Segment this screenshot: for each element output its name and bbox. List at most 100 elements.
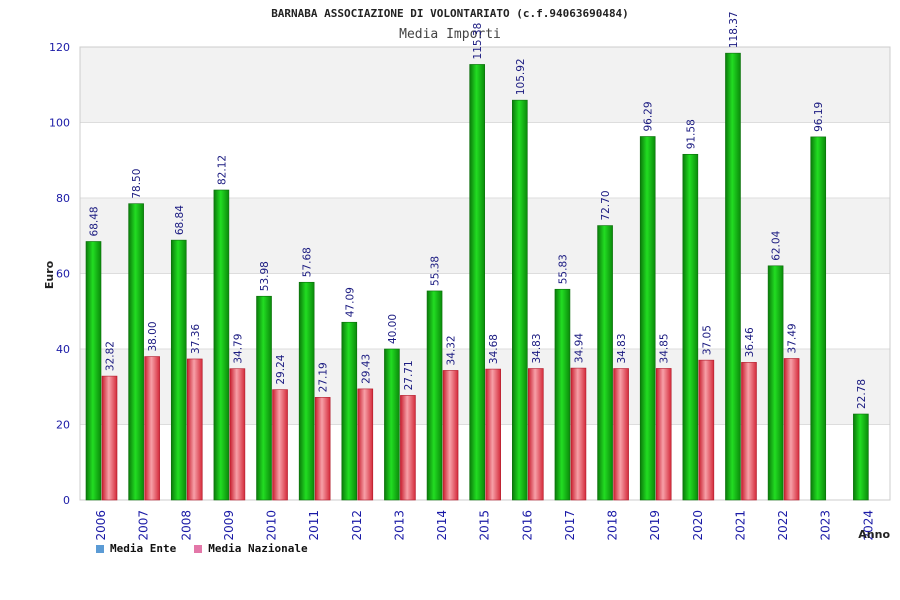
y-tick-label: 80 [56,192,70,205]
y-tick-label: 60 [56,268,70,281]
x-tick-label: 2007 [137,510,151,541]
chart-subtitle: Media Importi [399,27,501,42]
bar-media-ente [853,413,869,501]
data-label-media-nazionale: 27.71 [403,360,415,390]
data-label-media-nazionale: 29.24 [275,354,287,384]
y-tick-label: 0 [63,494,70,507]
grid-band [80,198,890,274]
x-tick-label: 2006 [94,510,108,541]
bar-media-nazionale [741,362,757,501]
data-label-media-ente: 78.50 [131,169,143,199]
x-tick-label: 2019 [648,510,662,541]
x-tick-label: 2012 [350,510,364,541]
bar-media-ente [384,348,400,501]
x-tick-label: 2016 [520,510,534,541]
legend: Media Ente Media Nazionale [96,542,308,555]
y-tick-label: 20 [56,419,70,432]
x-tick-label: 2011 [307,510,321,541]
grid-band [80,47,890,123]
data-label-media-nazionale: 34.68 [488,334,500,364]
bar-media-ente [810,136,827,501]
x-tick-label: 2010 [265,510,279,541]
data-label-media-nazionale: 34.79 [232,334,244,364]
data-label-media-ente: 47.09 [344,287,356,317]
x-tick-label: 2017 [563,510,577,541]
plot-frame [79,46,891,501]
data-label-media-nazionale: 37.05 [701,325,713,355]
data-label-media-ente: 115.38 [472,23,484,60]
bar-media-ente [256,295,272,501]
bar-media-nazionale [442,370,459,501]
x-tick-label: 2018 [606,510,620,541]
bar-media-nazionale [229,368,246,501]
data-label-media-ente: 91.58 [685,119,697,149]
x-tick-label: 2008 [179,510,193,541]
bar-media-nazionale [613,368,629,501]
bar-media-nazionale [400,395,416,501]
bar-media-ente [170,239,187,501]
x-tick-label: 2009 [222,510,236,541]
bar-media-nazionale [314,397,331,501]
data-label-media-nazionale: 29.43 [360,354,372,384]
bar-media-ente [512,99,528,501]
y-tick-label: 100 [49,117,70,130]
bar-media-nazionale [698,359,715,501]
bar-media-nazionale [783,358,800,501]
data-label-media-nazionale: 34.85 [659,333,671,363]
x-tick-label: 2014 [435,510,449,541]
bar-media-ente [426,290,443,501]
x-tick-label: 2023 [819,510,833,541]
data-label-media-ente: 118.37 [728,11,740,48]
bar-media-nazionale [485,368,501,501]
y-axis-label: Euro [43,260,56,289]
data-label-media-nazionale: 34.94 [573,333,585,363]
data-label-media-nazionale: 27.19 [318,362,330,392]
x-tick-label: 2013 [392,510,406,541]
data-label-media-ente: 96.29 [643,101,655,131]
data-label-media-ente: 96.19 [813,102,825,132]
data-label-media-ente: 68.84 [174,205,186,235]
data-label-media-nazionale: 34.32 [446,335,458,365]
bar-media-ente [725,52,741,501]
data-label-media-ente: 68.48 [89,206,101,236]
y-tick-label: 40 [56,343,70,356]
x-axis: 2006 2007 2008 2009 2010 2011 2012 2013 2014 2015… [94,510,875,541]
chart-title: BARNABA ASSOCIAZIONE DI VOLONTARIATO (c.… [271,7,629,20]
x-axis-label: Anno [858,528,890,541]
bar-media-ente [554,288,571,501]
bar-media-ente [213,189,230,501]
data-label-media-ente: 62.04 [771,230,783,260]
legend-swatch-media-nazionale [194,544,203,553]
y-axis: 0 20 40 60 80 100 120 [49,41,70,507]
data-label-media-nazionale: 34.83 [616,333,628,363]
bar-media-nazionale [528,368,544,501]
x-tick-label: 2015 [478,510,492,541]
data-label-media-ente: 55.38 [430,256,442,286]
data-label-media-nazionale: 36.46 [744,327,756,357]
bar-media-ente [469,64,485,501]
data-label-media-nazionale: 32.82 [105,341,117,371]
x-tick-label: 2022 [776,510,790,541]
y-tick-label: 120 [49,41,70,54]
bar-media-ente [597,225,613,501]
bar-media-nazionale [186,358,203,501]
legend-item-media-ente: Media Ente [96,542,176,555]
bar-media-ente [682,153,699,501]
bar-media-nazionale [144,356,160,501]
bar-media-ente [767,265,784,501]
bar-media-nazionale [570,367,587,501]
data-label-media-ente: 57.68 [302,247,314,277]
bar-media-ente [298,281,315,501]
legend-item-media-nazionale: Media Nazionale [194,542,308,555]
grid-bands [79,46,891,501]
x-tick-label: 2020 [691,510,705,541]
data-label-media-ente: 55.83 [557,254,569,284]
data-label-media-ente: 40.00 [387,314,399,344]
data-label-media-ente: 82.12 [216,155,228,185]
bar-media-nazionale [101,375,118,501]
grid-band [80,122,890,198]
data-label-media-nazionale: 37.49 [787,323,799,353]
bar-media-nazionale [357,388,374,501]
legend-swatch-media-ente [96,544,104,553]
